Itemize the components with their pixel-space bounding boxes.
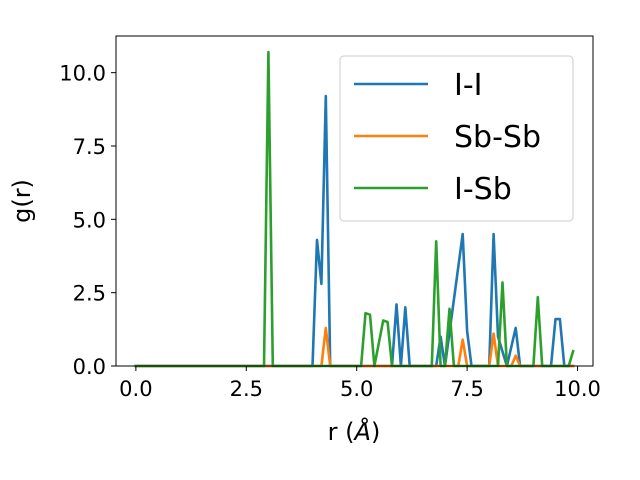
plot-area xyxy=(115,35,594,368)
x-tick-label: 0.0 xyxy=(119,377,152,401)
axes-frame xyxy=(115,35,594,367)
y-tick-label: 2.5 xyxy=(73,282,106,306)
y-tick-label: 5.0 xyxy=(73,208,106,232)
x-tick-label: 10.0 xyxy=(554,377,601,401)
y-tick-label: 10.0 xyxy=(59,62,106,86)
y-tick-label: 0.0 xyxy=(73,355,106,379)
x-axis-title-close: ) xyxy=(371,418,380,446)
legend-label-sb-sb: Sb-Sb xyxy=(454,120,541,155)
y-tick-label: 7.5 xyxy=(73,135,106,159)
x-axis: 0.0 2.5 5.0 7.5 10.0 xyxy=(119,366,601,401)
legend-box xyxy=(339,55,574,222)
x-tick-label: 2.5 xyxy=(230,377,263,401)
x-axis-title: r (Å) xyxy=(328,417,381,446)
legend-label-i-sb: I-Sb xyxy=(454,172,512,207)
x-axis-title-unit: Å xyxy=(353,417,371,446)
x-tick-label: 5.0 xyxy=(340,377,373,401)
x-axis-title-main: r ( xyxy=(328,418,355,446)
legend-label-i-i: I-I xyxy=(454,68,483,103)
legend: I-I Sb-Sb I-Sb xyxy=(339,55,574,222)
x-tick-label: 7.5 xyxy=(450,377,483,401)
y-axis: 0.0 2.5 5.0 7.5 10.0 xyxy=(59,62,116,379)
y-axis-title: g(r) xyxy=(8,179,36,223)
